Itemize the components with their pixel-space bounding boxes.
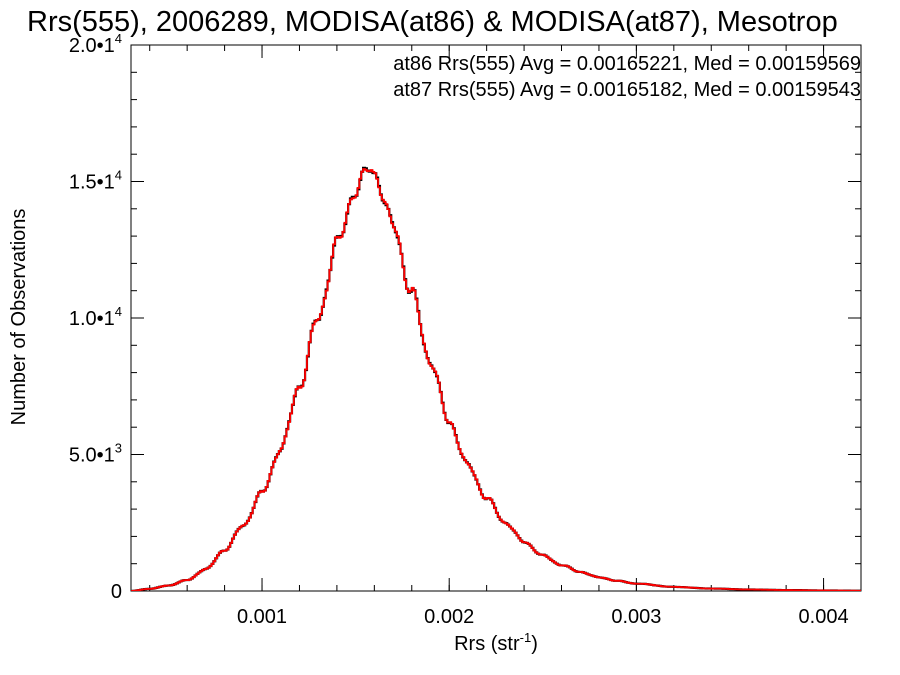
legend: at86 Rrs(555) Avg = 0.00165221, Med = 0.… [393,53,861,101]
y-tick-label: 1.5•14 [69,168,122,194]
legend-entry-at86: at86 Rrs(555) Avg = 0.00165221, Med = 0.… [393,53,861,75]
y-tick-label: 5.0•13 [69,441,122,467]
series-line-at87 [131,168,861,591]
legend-entry-at87: at87 Rrs(555) Avg = 0.00165182, Med = 0.… [393,79,861,101]
x-tick-label: 0.004 [799,606,849,628]
x-tick-label: 0.001 [237,606,287,628]
plot-area: 0.001 0.002 0.003 0.004 0 5.0•13 1.0•14 1.5•14 2… [69,31,862,628]
x-tick-label: 0.003 [611,606,661,628]
chart-title: Rrs(555), 2006289, MODISA(at86) & MODISA… [27,6,838,38]
x-tick-label: 0.002 [424,606,474,628]
y-axis-label: Number of Observations [8,209,30,426]
y-tick-label: 1.0•14 [69,304,122,330]
x-axis-label: Rrs (str-1) [454,630,538,655]
y-tick-label: 2.0•14 [69,31,122,57]
y-tick-label: 0 [111,581,122,603]
